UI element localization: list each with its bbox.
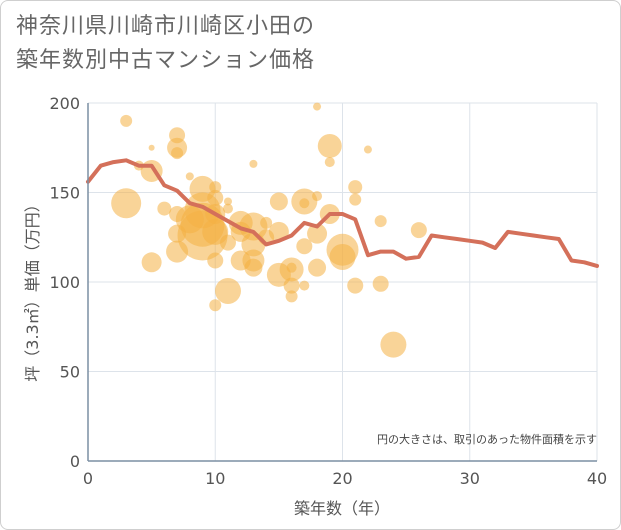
chart-title-line-2: 築年数別中古マンション価格 xyxy=(16,48,316,73)
data-bubble xyxy=(249,159,258,168)
data-bubble xyxy=(111,188,142,219)
data-bubble xyxy=(363,145,372,154)
data-bubble xyxy=(209,299,222,312)
x-tick-labels: 0 10 20 30 40 xyxy=(83,469,607,488)
x-tick-label: 0 xyxy=(83,469,93,488)
data-bubble xyxy=(141,252,162,273)
data-bubble xyxy=(374,215,387,228)
data-bubble xyxy=(168,224,187,243)
data-bubble xyxy=(207,189,224,206)
chart-title-line-1: 神奈川県川崎市川崎区小田の xyxy=(16,14,316,39)
data-bubble xyxy=(312,191,323,202)
y-tick-label: 100 xyxy=(49,273,80,292)
x-tick-label: 40 xyxy=(587,469,607,488)
data-bubble xyxy=(348,180,363,195)
data-bubble xyxy=(283,277,300,294)
data-bubble xyxy=(286,262,297,273)
data-bubble xyxy=(313,102,322,111)
data-bubble xyxy=(307,223,328,244)
data-bubble xyxy=(148,144,155,151)
average-price-line xyxy=(86,158,599,268)
x-axis-title: 築年数（年） xyxy=(294,499,390,518)
data-bubble xyxy=(222,203,233,214)
x-tick-label: 20 xyxy=(332,469,352,488)
data-bubble xyxy=(209,181,222,194)
data-bubble xyxy=(120,114,133,127)
data-bubble xyxy=(223,197,232,206)
data-bubble xyxy=(185,172,194,181)
data-bubble xyxy=(169,127,186,144)
data-bubble xyxy=(329,243,356,270)
data-bubble xyxy=(207,252,224,269)
data-bubble xyxy=(171,147,184,160)
data-bubble xyxy=(299,198,310,209)
data-bubble xyxy=(296,238,313,255)
chart-title: 神奈川県川崎市川崎区小田の 築年数別中古マンション価格 xyxy=(16,10,315,78)
gridlines xyxy=(87,102,598,462)
data-bubble xyxy=(372,275,389,292)
data-bubble xyxy=(166,240,189,263)
data-bubble xyxy=(260,216,273,229)
y-tick-label: 200 xyxy=(49,94,80,113)
data-bubble xyxy=(214,277,241,304)
x-tick-label: 30 xyxy=(460,469,480,488)
data-bubble xyxy=(269,192,288,211)
data-bubble xyxy=(324,157,335,168)
y-tick-label: 0 xyxy=(70,452,80,471)
x-tick-label: 10 xyxy=(205,469,225,488)
data-bubble xyxy=(244,258,263,277)
data-bubble xyxy=(308,258,327,277)
data-bubble xyxy=(157,201,172,216)
data-bubble xyxy=(349,193,362,206)
data-bubble xyxy=(169,205,186,222)
axes xyxy=(87,103,597,462)
bubble-layer xyxy=(111,102,427,358)
data-bubble xyxy=(380,331,407,358)
data-bubble xyxy=(285,290,298,303)
size-legend-note: 円の大きさは、取引のあった物件面積を示す xyxy=(377,432,597,446)
average-line-layer xyxy=(86,158,599,268)
data-bubble xyxy=(317,133,342,158)
data-bubble xyxy=(299,280,310,291)
data-bubble xyxy=(219,234,236,251)
y-axis-title: 坪（3.3㎡）単価（万円） xyxy=(23,196,42,381)
y-tick-labels: 0 50 100 150 200 xyxy=(49,94,80,471)
data-bubble xyxy=(410,222,427,239)
data-bubble xyxy=(347,277,364,294)
y-tick-label: 50 xyxy=(60,363,80,382)
y-tick-label: 150 xyxy=(49,184,80,203)
